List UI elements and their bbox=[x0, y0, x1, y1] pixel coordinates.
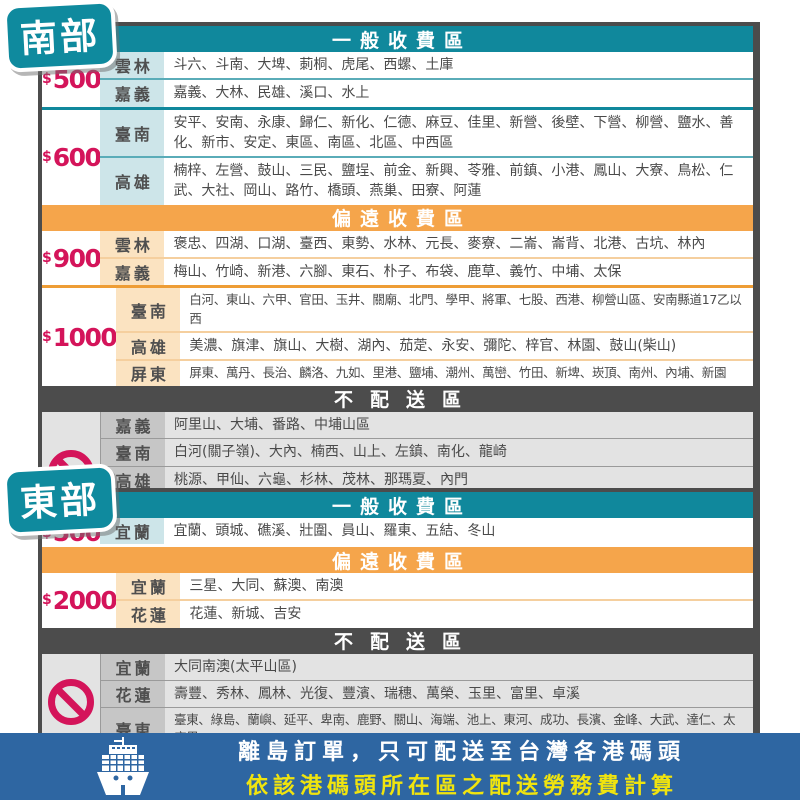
currency-symbol: $ bbox=[42, 250, 52, 267]
region-label: 花蓮 bbox=[116, 601, 181, 628]
island-notice-banner: 離島訂單，只可配送至台灣各港碼頭 依該港碼頭所在區之配送勞務費計算 bbox=[0, 733, 800, 800]
price-group-1000: $1000 臺南 白河、東山、六甲、官田、玉井、關廟、北門、學甲、將軍、七股、西… bbox=[42, 285, 753, 386]
region-label: 宜蘭 bbox=[116, 573, 181, 600]
areas-text: 褒忠、四湖、口湖、臺西、東勢、水林、元長、麥寮、二崙、崙背、北港、古坑、林內 bbox=[173, 235, 706, 252]
zone-header-general: 一般收費區 bbox=[42, 26, 753, 52]
price-group-2000: $2000 宜蘭 三星、大同、蘇澳、南澳 花蓮 花蓮、新城、吉安 bbox=[42, 573, 753, 628]
east-remote-zone: 偏遠收費區 $2000 宜蘭 三星、大同、蘇澳、南澳 花蓮 花蓮、新城、吉安 bbox=[42, 547, 753, 628]
region-label: 臺南 bbox=[116, 288, 181, 331]
price-group-500: $500 雲林 斗六、斗南、大埤、莿桐、虎尾、西螺、土庫 嘉義 嘉義、大林、民雄… bbox=[42, 52, 753, 107]
table-row: 屏東 屏東、萬丹、長治、麟洛、九如、里港、鹽埔、潮州、萬巒、竹田、新埤、崁頂、南… bbox=[116, 358, 753, 386]
section-label-east: 東部 bbox=[2, 463, 118, 537]
table-row: 嘉義 梅山、竹崎、新港、六腳、東石、朴子、布袋、鹿草、義竹、中埔、太保 bbox=[100, 257, 753, 286]
footer-line-1: 離島訂單，只可配送至台灣各港碼頭 bbox=[237, 739, 686, 765]
region-label: 嘉義 bbox=[100, 80, 165, 107]
areas-text: 梅山、竹崎、新港、六腳、東石、朴子、布袋、鹿草、義竹、中埔、太保 bbox=[173, 264, 622, 281]
table-row: 花蓮 壽豐、秀林、鳳林、光復、豐濱、瑞穗、萬榮、玉里、富里、卓溪 bbox=[101, 679, 753, 708]
table-row: 高雄 楠梓、左營、鼓山、三民、鹽埕、前金、新興、苓雅、前鎮、小港、鳳山、大寮、鳥… bbox=[100, 156, 753, 205]
section-label-south: 南部 bbox=[2, 0, 118, 73]
areas-text: 嘉義、大林、民雄、溪口、水上 bbox=[173, 85, 370, 102]
price-600: $600 bbox=[42, 110, 102, 205]
table-row: 宜蘭 大同南澳(太平山區) bbox=[101, 653, 753, 680]
price-group-900: $900 雲林 褒忠、四湖、口湖、臺西、東勢、水林、元長、麥寮、二崙、崙背、北港… bbox=[42, 230, 753, 286]
price-amount: 2000 bbox=[52, 585, 118, 615]
price-group-600: $600 臺南 安平、安南、永康、歸仁、新化、仁德、麻豆、佳里、新營、後壁、下營… bbox=[42, 106, 753, 205]
zone-header-remote: 偏遠收費區 bbox=[42, 547, 753, 573]
table-row: 臺南 白河、東山、六甲、官田、玉井、關廟、北門、學甲、將軍、七股、西港、柳營山區… bbox=[116, 288, 753, 331]
areas-text: 美濃、旗津、旗山、大樹、湖內、茄萣、永安、彌陀、梓官、林園、鼓山(柴山) bbox=[189, 337, 677, 354]
table-row: 臺南 白河(關子嶺)、大內、楠西、山上、左鎮、南化、龍崎 bbox=[101, 438, 753, 466]
areas-text: 阿里山、大埔、番路、中埔山區 bbox=[174, 416, 370, 433]
price-amount: 900 bbox=[52, 243, 102, 273]
areas-text: 壽豐、秀林、鳳林、光復、豐濱、瑞穗、萬榮、玉里、富里、卓溪 bbox=[174, 685, 580, 702]
ship-icon bbox=[97, 736, 149, 795]
areas-text: 花蓮、新城、吉安 bbox=[189, 606, 302, 623]
south-fee-table: 一般收費區 $500 雲林 斗六、斗南、大埤、莿桐、虎尾、西螺、土庫 嘉義 嘉義… bbox=[38, 22, 760, 541]
table-row: 雲林 褒忠、四湖、口湖、臺西、東勢、水林、元長、麥寮、二崙、崙背、北港、古坑、林… bbox=[100, 230, 753, 258]
zone-header-no-delivery: 不配送區 bbox=[42, 627, 753, 654]
currency-symbol: $ bbox=[42, 329, 52, 346]
south-general-zone: 一般收費區 $500 雲林 斗六、斗南、大埤、莿桐、虎尾、西螺、土庫 嘉義 嘉義… bbox=[42, 26, 753, 205]
areas-text: 宜蘭、頭城、礁溪、壯圍、員山、羅東、五結、冬山 bbox=[173, 523, 496, 539]
east-general-zone: 一般收費區 $500 宜蘭 宜蘭、頭城、礁溪、壯圍、員山、羅東、五結、冬山 bbox=[42, 492, 753, 547]
areas-text: 桃源、甲仙、六龜、杉林、茂林、那瑪夏、內門 bbox=[174, 471, 468, 488]
price-1000: $1000 bbox=[42, 288, 118, 386]
table-row: 宜蘭 宜蘭、頭城、礁溪、壯圍、員山、羅東、五結、冬山 bbox=[100, 518, 753, 545]
price-amount: 600 bbox=[52, 142, 102, 172]
region-label: 嘉義 bbox=[101, 411, 165, 439]
region-label: 宜蘭 bbox=[101, 653, 165, 680]
east-fee-table: 一般收費區 $500 宜蘭 宜蘭、頭城、礁溪、壯圍、員山、羅東、五結、冬山 偏遠… bbox=[38, 488, 760, 758]
price-amount: 1000 bbox=[52, 322, 118, 352]
table-row: 高雄 美濃、旗津、旗山、大樹、湖內、茄萣、永安、彌陀、梓官、林園、鼓山(柴山) bbox=[116, 330, 753, 359]
zone-header-remote: 偏遠收費區 bbox=[42, 204, 753, 231]
price-900: $900 bbox=[42, 231, 102, 286]
areas-text: 白河(關子嶺)、大內、楠西、山上、左鎮、南化、龍崎 bbox=[174, 444, 507, 461]
price-group-500: $500 宜蘭 宜蘭、頭城、礁溪、壯圍、員山、羅東、五結、冬山 bbox=[42, 518, 753, 547]
east-no-delivery-zone: 不配送區 宜蘭 大同南澳(太平山區) 花蓮 壽豐、秀林、鳳林、光復、豐濱、瑞穗、… bbox=[42, 627, 753, 751]
table-row: 雲林 斗六、斗南、大埤、莿桐、虎尾、西螺、土庫 bbox=[100, 52, 753, 79]
region-label: 雲林 bbox=[100, 230, 165, 258]
areas-text: 大同南澳(太平山區) bbox=[174, 658, 297, 675]
table-row: 嘉義 阿里山、大埔、番路、中埔山區 bbox=[101, 411, 753, 439]
table-row: 嘉義 嘉義、大林、民雄、溪口、水上 bbox=[100, 78, 753, 107]
areas-text: 屏東、萬丹、長治、麟洛、九如、里港、鹽埔、潮州、萬巒、竹田、新埤、崁頂、南州、內… bbox=[189, 365, 727, 381]
currency-symbol: $ bbox=[42, 592, 52, 609]
region-label: 宜蘭 bbox=[100, 518, 165, 545]
table-row: 花蓮 花蓮、新城、吉安 bbox=[116, 599, 753, 628]
zone-header-general: 一般收費區 bbox=[42, 492, 753, 518]
areas-text: 楠梓、左營、鼓山、三民、鹽埕、前金、新興、苓雅、前鎮、小港、鳳山、大寮、鳥松、仁… bbox=[173, 163, 734, 200]
region-label: 花蓮 bbox=[101, 680, 165, 708]
zone-header-no-delivery: 不配送區 bbox=[42, 385, 753, 412]
no-delivery-icon bbox=[42, 654, 100, 751]
region-label: 高雄 bbox=[100, 158, 165, 205]
footer-line-2: 依該港碼頭所在區之配送勞務費計算 bbox=[245, 773, 678, 799]
region-label: 臺南 bbox=[100, 109, 165, 157]
region-label: 臺南 bbox=[101, 439, 165, 466]
south-remote-zone: 偏遠收費區 $900 雲林 褒忠、四湖、口湖、臺西、東勢、水林、元長、麥寮、二崙… bbox=[42, 204, 753, 386]
areas-text: 白河、東山、六甲、官田、玉井、關廟、北門、學甲、將軍、七股、西港、柳營山區、安南… bbox=[189, 292, 742, 326]
price-2000: $2000 bbox=[42, 573, 118, 628]
currency-symbol: $ bbox=[42, 149, 52, 166]
areas-text: 三星、大同、蘇澳、南澳 bbox=[189, 578, 344, 594]
region-label: 屏東 bbox=[116, 360, 181, 386]
areas-text: 安平、安南、永康、歸仁、新化、仁德、麻豆、佳里、新營、後壁、下營、柳營、鹽水、善… bbox=[173, 114, 734, 151]
table-row: 宜蘭 三星、大同、蘇澳、南澳 bbox=[116, 573, 753, 600]
currency-symbol: $ bbox=[42, 71, 52, 88]
region-label: 嘉義 bbox=[100, 259, 165, 286]
areas-text: 斗六、斗南、大埤、莿桐、虎尾、西螺、土庫 bbox=[173, 57, 454, 73]
region-label: 高雄 bbox=[116, 332, 181, 359]
table-row: 臺南 安平、安南、永康、歸仁、新化、仁德、麻豆、佳里、新營、後壁、下營、柳營、鹽… bbox=[100, 109, 753, 157]
